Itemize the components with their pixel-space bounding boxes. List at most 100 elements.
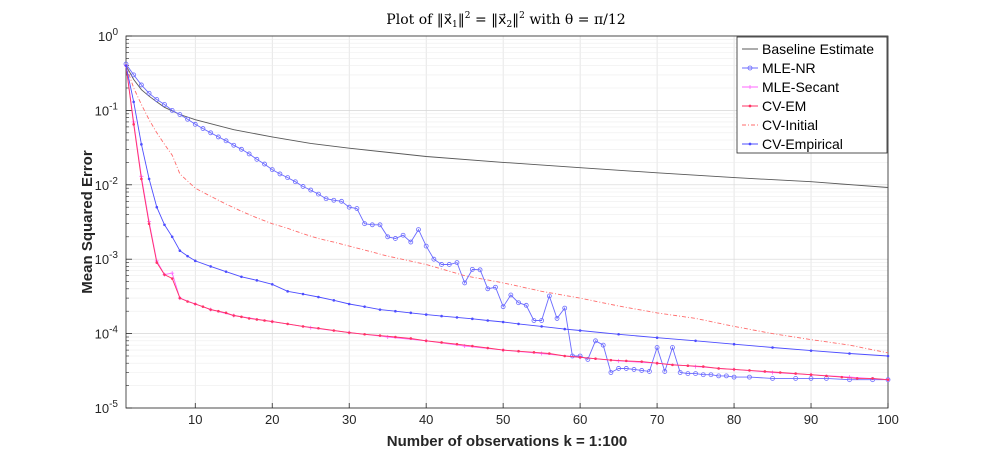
y-axis-label: Mean Squared Error — [79, 150, 96, 294]
data-point — [440, 341, 443, 344]
x-tick-label: 70 — [650, 412, 664, 427]
series-layer — [123, 61, 891, 383]
data-point — [254, 156, 260, 162]
data-point — [771, 346, 774, 349]
data-point — [186, 300, 189, 303]
data-point — [431, 256, 437, 262]
data-point — [655, 361, 659, 365]
data-point — [147, 222, 151, 226]
data-point — [701, 365, 705, 368]
legend-label: MLE-NR — [762, 60, 816, 76]
legend-item: MLE-Secant — [742, 79, 839, 95]
data-point — [847, 375, 852, 380]
data-point — [655, 336, 659, 340]
data-point — [677, 370, 683, 375]
data-point — [394, 335, 397, 339]
data-point — [848, 352, 851, 355]
data-point — [485, 286, 491, 292]
data-point — [170, 277, 174, 280]
data-point — [546, 293, 552, 299]
data-point — [617, 332, 620, 336]
data-point — [548, 352, 551, 355]
legend-item: CV-Initial — [742, 117, 818, 133]
data-point — [578, 356, 582, 359]
x-tick-label: 50 — [496, 412, 510, 427]
data-point — [409, 337, 413, 340]
data-point — [770, 375, 775, 381]
data-point — [593, 338, 598, 344]
data-point — [163, 223, 166, 227]
data-point — [169, 108, 175, 113]
data-point — [362, 221, 368, 227]
data-point — [763, 370, 767, 373]
data-point — [748, 369, 751, 372]
data-point — [886, 354, 890, 358]
data-point — [462, 280, 468, 286]
legend-marker — [747, 65, 753, 71]
data-point — [209, 265, 212, 268]
legend-label: MLE-Secant — [762, 79, 839, 95]
data-point — [662, 369, 668, 374]
data-point — [639, 368, 645, 373]
data-point — [277, 171, 283, 177]
data-point — [301, 325, 305, 328]
data-point — [131, 72, 137, 78]
data-point — [408, 239, 414, 245]
data-point — [523, 302, 529, 308]
x-axis: 10 20 30 40 50 60 70 80 90 100 — [188, 403, 899, 427]
data-point — [732, 368, 736, 371]
data-point — [608, 370, 614, 375]
data-point — [255, 279, 259, 282]
data-point — [825, 374, 828, 378]
data-point — [138, 82, 144, 88]
data-point — [285, 175, 291, 180]
y-axis: 100 10-1 10-2 10-3 10-4 10-5 — [95, 27, 132, 416]
data-point — [286, 290, 289, 293]
data-point — [270, 282, 274, 286]
data-point — [347, 302, 351, 306]
data-point — [562, 305, 568, 311]
data-point — [193, 302, 197, 306]
data-point — [563, 327, 567, 331]
legend-label: CV-Initial — [762, 117, 818, 133]
data-point — [886, 378, 890, 382]
x-tick-label: 30 — [342, 412, 356, 427]
data-point — [693, 371, 698, 376]
data-point — [332, 299, 336, 302]
data-point — [794, 372, 797, 375]
data-point — [446, 262, 452, 267]
data-point — [215, 134, 221, 140]
data-point — [578, 329, 582, 332]
data-point — [554, 316, 560, 321]
data-point — [232, 314, 236, 317]
legend-marker — [748, 104, 752, 108]
data-point — [631, 367, 637, 372]
data-point — [385, 234, 391, 240]
data-point — [416, 227, 421, 232]
data-point — [471, 344, 474, 348]
data-point — [600, 342, 606, 348]
data-point — [385, 335, 390, 340]
data-point — [501, 348, 505, 352]
data-point — [186, 254, 189, 258]
data-point — [147, 177, 151, 181]
data-point — [246, 151, 252, 157]
data-point — [455, 316, 459, 319]
data-point — [292, 179, 298, 185]
legend-label: CV-EM — [762, 98, 806, 114]
data-point — [540, 325, 543, 328]
series-line — [125, 65, 889, 357]
data-point — [178, 249, 182, 253]
data-point — [331, 197, 337, 203]
series-baseline-estimate — [125, 65, 889, 188]
y-tick-label: 10-4 — [95, 325, 119, 342]
data-point — [670, 345, 675, 350]
data-point — [686, 364, 690, 368]
data-point — [486, 319, 490, 322]
data-point — [501, 320, 505, 324]
data-point — [209, 308, 212, 311]
data-point — [531, 318, 537, 323]
data-point — [717, 367, 720, 370]
data-point — [731, 374, 737, 380]
data-point — [508, 292, 514, 298]
